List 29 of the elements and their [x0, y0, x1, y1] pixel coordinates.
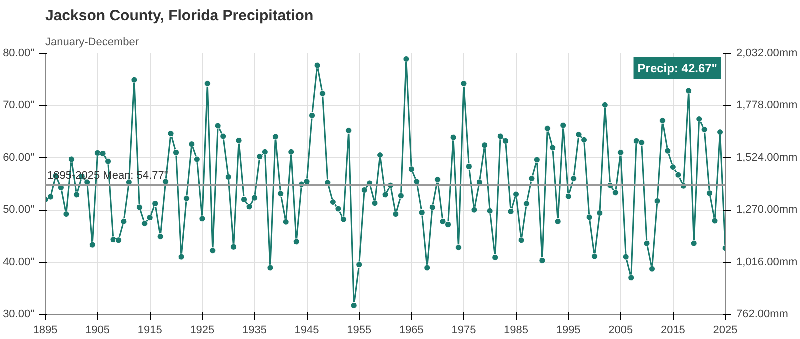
y2-tick-label: 762.00mm	[736, 308, 788, 320]
x-tick-label: 1995	[556, 324, 581, 336]
x-tick-label: 2015	[660, 324, 686, 336]
y-tick-label: 80.00"	[3, 48, 35, 60]
x-tick-label: 1965	[399, 324, 424, 336]
x-tick-label: 1955	[347, 324, 372, 336]
annotation: Precip: 42.67"	[638, 62, 718, 76]
x-tick-label: 1985	[504, 324, 529, 336]
y2-tick-label: 1,270.00mm	[736, 204, 798, 216]
y-tick-label: 60.00"	[3, 152, 35, 164]
x-tick-label: 1895	[33, 324, 58, 336]
y2-tick-label: 1,524.00mm	[736, 152, 798, 164]
y-tick-label: 50.00"	[3, 204, 35, 216]
x-tick-label: 2025	[713, 324, 738, 336]
y-tick-label: 30.00"	[3, 308, 35, 320]
x-tick-label: 1945	[294, 324, 320, 336]
x-tick-label: 1975	[452, 324, 476, 336]
chart-title: Jackson County, Florida Precipitation	[46, 8, 314, 24]
x-tick-label: 1935	[242, 324, 267, 336]
x-tick-label: 1915	[138, 324, 162, 336]
y-tick-label: 70.00"	[3, 100, 35, 112]
x-tick-label: 1925	[190, 324, 215, 336]
y2-tick-label: 1,016.00mm	[736, 256, 798, 268]
y-tick-label: 40.00"	[3, 256, 35, 268]
chart-subtitle: January-December	[46, 36, 140, 48]
x-tick-label: 1905	[86, 324, 110, 336]
y2-tick-label: 1,778.00mm	[736, 100, 798, 112]
y2-tick-label: 2,032.00mm	[736, 48, 798, 60]
x-tick-label: 2005	[608, 324, 634, 336]
